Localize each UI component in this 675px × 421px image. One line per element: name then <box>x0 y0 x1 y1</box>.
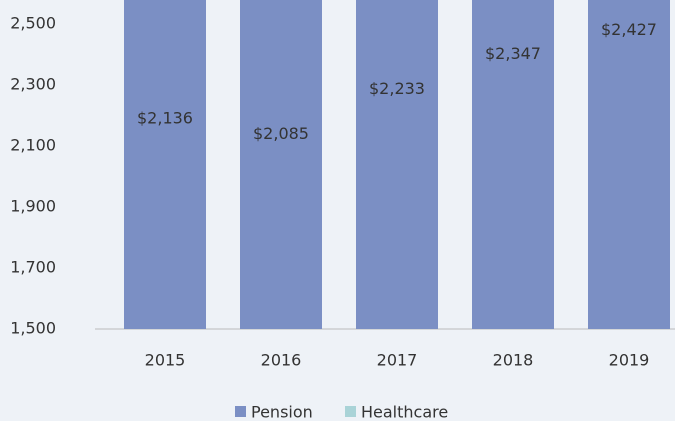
bar-segment <box>588 0 670 330</box>
legend-label: Pension <box>251 403 313 421</box>
y-tick-label: 1,500 <box>10 319 56 338</box>
x-tick-label: 2017 <box>377 351 418 370</box>
bar-segment <box>124 0 206 329</box>
bar-segment <box>472 0 554 329</box>
x-tick-label: 2018 <box>493 351 534 370</box>
total-label: $2,427 <box>601 20 657 39</box>
legend-label: Healthcare <box>361 403 448 421</box>
total-label: $2,085 <box>253 124 309 143</box>
x-tick-label: 2015 <box>145 351 186 370</box>
y-tick-label: 1,700 <box>10 258 56 277</box>
x-tick-label: 2019 <box>609 351 650 370</box>
legend-swatch <box>235 406 246 417</box>
y-tick-label: 2,100 <box>10 136 56 155</box>
y-tick-label: 2,500 <box>10 14 56 33</box>
y-tick-label: 1,900 <box>10 197 56 216</box>
y-tick-label: 2,300 <box>10 75 56 94</box>
total-label: $2,136 <box>137 109 193 128</box>
bar-segment <box>240 0 322 329</box>
bar-segment <box>356 0 438 329</box>
legend-swatch <box>345 406 356 417</box>
total-label: $2,233 <box>369 79 425 98</box>
total-label: $2,347 <box>485 44 541 63</box>
x-tick-label: 2016 <box>261 351 302 370</box>
